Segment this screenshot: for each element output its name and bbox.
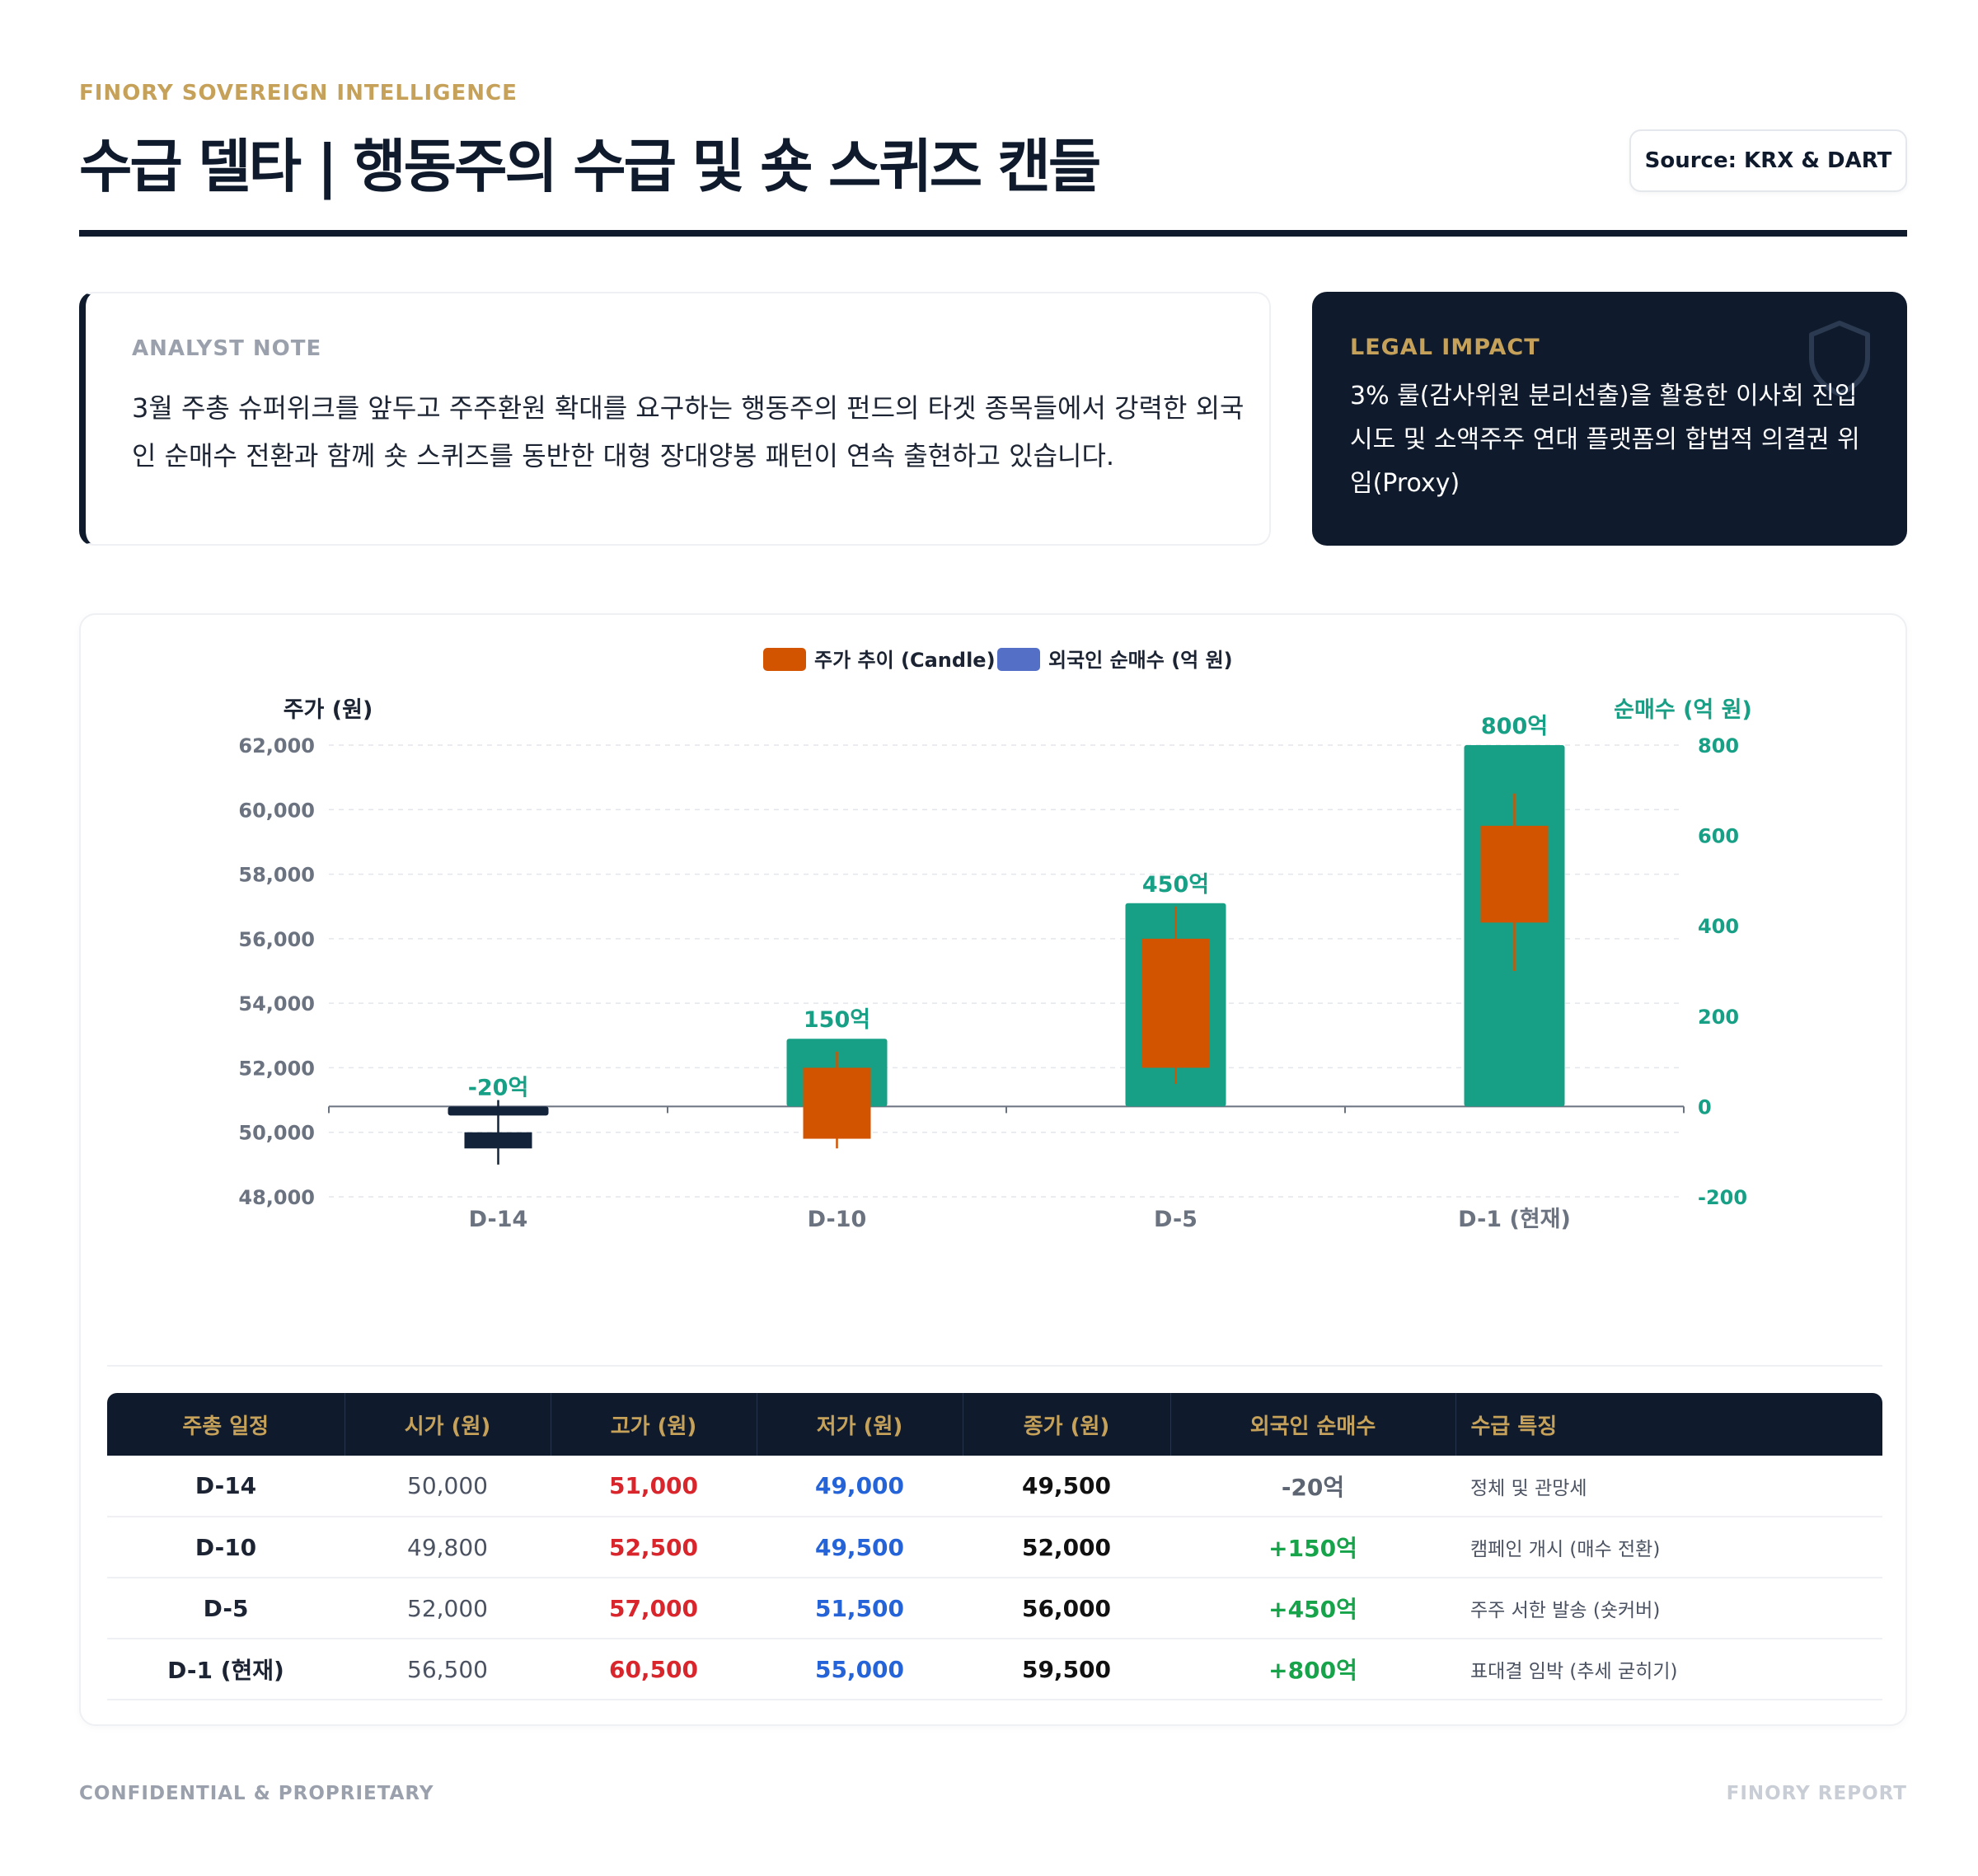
- title-divider: [79, 230, 1907, 237]
- cell-day: D-5: [107, 1578, 345, 1639]
- cell-note: 표대결 임박 (추세 굳히기): [1455, 1639, 1882, 1700]
- flow-data-label: -20억: [468, 1075, 529, 1100]
- cell-high: 52,500: [551, 1517, 757, 1578]
- chart-card: 62,000 60,000 58,000 56,000 54,000 52,000 50,0…: [79, 613, 1907, 1726]
- y-left-tick-label: 56,000: [238, 928, 315, 951]
- flow-data-label: 800억: [1481, 714, 1548, 739]
- analyst-note-card: ANALYST NOTE 3월 주총 슈퍼위크를 앞두고 주주환원 확대를 요구…: [79, 292, 1271, 546]
- y-right-tick-label: 200: [1698, 1006, 1739, 1029]
- y-right-tick-label: -200: [1698, 1186, 1747, 1209]
- legend-label: 주가 추이 (Candle): [814, 649, 996, 672]
- analyst-note-text: 3월 주총 슈퍼위크를 앞두고 주주환원 확대를 요구하는 행동주의 펀드의 타…: [132, 392, 1244, 471]
- y-right-tick-label: 400: [1698, 915, 1739, 938]
- table-row: D-5 52,000 57,000 51,500 56,000 +450억 주주…: [107, 1578, 1882, 1639]
- cell-day: D-1 (현재): [107, 1639, 345, 1700]
- footer-confidential: CONFIDENTIAL & PROPRIETARY: [79, 1783, 434, 1804]
- y-left-tick-label: 54,000: [238, 992, 315, 1015]
- cell-low: 51,500: [757, 1578, 963, 1639]
- cell-close: 59,500: [963, 1639, 1170, 1700]
- report-kicker: FINORY SOVEREIGN INTELLIGENCE: [79, 81, 518, 106]
- cell-flow: +800억: [1170, 1639, 1455, 1700]
- cell-note: 캠페인 개시 (매수 전환): [1455, 1517, 1882, 1578]
- cell-note: 정체 및 관망세: [1455, 1456, 1882, 1517]
- cell-low: 55,000: [757, 1639, 963, 1700]
- cell-high: 51,000: [551, 1456, 757, 1517]
- x-axis-label: D-14: [469, 1207, 528, 1232]
- col-header-day: 주총 일정: [107, 1393, 345, 1456]
- legend-label: 외국인 순매수 (억 원): [1048, 649, 1233, 672]
- y-left-tick-label: 48,000: [238, 1186, 315, 1209]
- y-left-tick-label: 50,000: [238, 1122, 315, 1145]
- cell-day: D-14: [107, 1456, 345, 1517]
- cell-close: 52,000: [963, 1517, 1170, 1578]
- x-axis-label: D-5: [1154, 1207, 1198, 1232]
- table-header-row: 주총 일정 시가 (원) 고가 (원) 저가 (원) 종가 (원) 외국인 순매…: [107, 1393, 1882, 1456]
- table-row: D-1 (현재) 56,500 60,500 55,000 59,500 +80…: [107, 1639, 1882, 1700]
- legend-swatch: [763, 648, 806, 671]
- x-axis-label: D-1 (현재): [1458, 1207, 1571, 1232]
- source-badge: Source: KRX & DART: [1629, 129, 1907, 192]
- cell-open: 49,800: [345, 1517, 551, 1578]
- table-row: D-14 50,000 51,000 49,000 49,500 -20억 정체…: [107, 1456, 1882, 1517]
- cell-high: 57,000: [551, 1578, 757, 1639]
- cell-close: 56,000: [963, 1578, 1170, 1639]
- col-header-low: 저가 (원): [757, 1393, 963, 1456]
- candle-body: [1141, 938, 1210, 1068]
- card-divider: [107, 1365, 1882, 1367]
- col-header-open: 시가 (원): [345, 1393, 551, 1456]
- cell-flow: +150억: [1170, 1517, 1455, 1578]
- cell-high: 60,500: [551, 1639, 757, 1700]
- col-header-flow: 외국인 순매수: [1170, 1393, 1456, 1456]
- col-header-close: 종가 (원): [963, 1393, 1171, 1456]
- legal-impact-card: LEGAL IMPACT 3% 룰(감사위원 분리선출)을 활용한 이사회 진입…: [1312, 292, 1907, 546]
- y-right-tick-label: 800: [1698, 734, 1739, 757]
- cell-low: 49,000: [757, 1456, 963, 1517]
- candle-body: [803, 1067, 871, 1139]
- flow-data-label: 150억: [804, 1007, 870, 1033]
- col-header-note: 수급 특징: [1455, 1393, 1882, 1456]
- col-header-high: 고가 (원): [551, 1393, 757, 1456]
- x-axis-label: D-10: [808, 1207, 867, 1232]
- footer-brand: FINORY REPORT: [1726, 1783, 1907, 1804]
- cell-open: 56,500: [345, 1639, 551, 1700]
- candle-flow-chart: 62,000 60,000 58,000 56,000 54,000 52,000 50,0…: [238, 648, 1752, 1232]
- flow-data-label: 450억: [1142, 872, 1209, 898]
- table-row: D-10 49,800 52,500 49,500 52,000 +150억 캠…: [107, 1517, 1882, 1578]
- y-right-tick-label: 0: [1698, 1095, 1712, 1119]
- cell-open: 52,000: [345, 1578, 551, 1639]
- y-left-tick-label: 58,000: [238, 864, 315, 887]
- candle-body: [464, 1132, 532, 1149]
- price-flow-table: 주총 일정 시가 (원) 고가 (원) 저가 (원) 종가 (원) 외국인 순매…: [107, 1393, 1882, 1700]
- y-left-tick-label: 60,000: [238, 799, 315, 822]
- cell-flow: -20억: [1170, 1456, 1455, 1517]
- page-title: 수급 델타 | 행동주의 수급 및 숏 스퀴즈 캔들: [79, 133, 1101, 200]
- cell-note: 주주 서한 발송 (숏커버): [1455, 1578, 1882, 1639]
- candle-body: [1480, 825, 1549, 923]
- cell-close: 49,500: [963, 1456, 1170, 1517]
- y-right-tick-label: 600: [1698, 825, 1739, 848]
- cell-low: 49,500: [757, 1517, 963, 1578]
- y-left-tick-label: 62,000: [238, 734, 315, 757]
- cell-flow: +450억: [1170, 1578, 1455, 1639]
- y-left-axis-title: 주가 (원): [284, 697, 373, 723]
- cell-open: 50,000: [345, 1456, 551, 1517]
- analyst-note-label: ANALYST NOTE: [132, 336, 322, 361]
- legend-swatch: [997, 648, 1040, 671]
- shield-icon: [1809, 321, 1870, 396]
- cell-day: D-10: [107, 1517, 345, 1578]
- y-left-tick-label: 52,000: [238, 1057, 315, 1080]
- y-right-axis-title: 순매수 (억 원): [1614, 697, 1752, 723]
- legal-impact-label: LEGAL IMPACT: [1350, 335, 1540, 360]
- legal-impact-text: 3% 룰(감사위원 분리선출)을 활용한 이사회 진입 시도 및 소액주주 연대…: [1350, 382, 1860, 498]
